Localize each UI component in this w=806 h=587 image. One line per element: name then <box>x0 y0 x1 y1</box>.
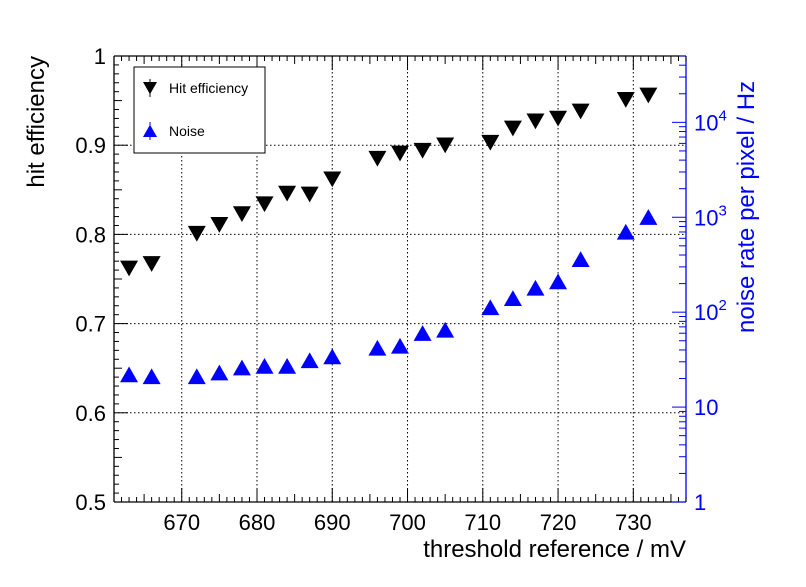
noise-point <box>503 290 522 306</box>
y-tick-label: 0.7 <box>75 312 106 337</box>
noise-point <box>323 348 342 365</box>
efficiency-point <box>210 216 229 233</box>
x-tick-label: 670 <box>163 510 200 535</box>
efficiency-point <box>503 120 522 137</box>
efficiency-point <box>413 142 432 159</box>
marks-layer <box>120 87 658 385</box>
noise-point <box>187 368 206 385</box>
noise-point <box>481 299 500 316</box>
noise-point <box>210 364 229 381</box>
legend-label: Hit efficiency <box>169 80 248 96</box>
y-tick-label: 0.9 <box>75 133 106 158</box>
efficiency-point <box>391 145 409 162</box>
noise-point <box>142 368 161 385</box>
right-y-tick-label: 104 <box>694 107 727 135</box>
noise-point <box>571 251 590 268</box>
efficiency-point <box>142 256 161 272</box>
efficiency-point <box>639 87 658 104</box>
efficiency-point <box>255 196 274 213</box>
noise-point <box>639 209 658 225</box>
y-tick-label: 0.5 <box>75 490 106 515</box>
noise-point <box>255 358 274 374</box>
noise-point <box>526 279 545 296</box>
y-tick-label: 0.6 <box>75 401 106 426</box>
right-y-tick-label: 103 <box>694 202 727 230</box>
noise-point <box>120 366 139 383</box>
x-tick-label: 680 <box>239 510 276 535</box>
legend-label: Noise <box>169 123 205 139</box>
efficiency-point <box>187 225 206 242</box>
efficiency-point <box>323 171 342 188</box>
x-tick-label: 690 <box>314 510 351 535</box>
noise-point <box>436 321 455 338</box>
efficiency-point <box>549 110 568 127</box>
legend-box <box>133 66 266 154</box>
noise-point <box>278 358 297 374</box>
noise-point <box>413 325 432 341</box>
efficiency-point <box>368 150 387 167</box>
y-tick-label: 1 <box>94 44 106 69</box>
x-tick-label: 730 <box>615 510 652 535</box>
y-tick-label: 0.8 <box>75 222 106 247</box>
noise-point <box>549 273 568 290</box>
x-axis-title: threshold reference / mV <box>423 536 686 563</box>
x-tick-label: 710 <box>464 510 501 535</box>
right-y-tick-label: 1 <box>694 490 706 515</box>
efficiency-point <box>120 260 139 277</box>
y-axis-title: hit efficiency <box>23 56 50 188</box>
noise-point <box>368 339 387 356</box>
ticks-layer: 670 680 690 700 710 720 730 0.5 0.6 0.7 0.8 0.9 1 1 10… <box>75 44 726 535</box>
efficiency-point <box>616 92 635 108</box>
legend: Hit efficiency Noise <box>133 66 266 154</box>
x-tick-label: 720 <box>540 510 577 535</box>
right-y-tick-label: 10 <box>694 395 718 420</box>
noise-point <box>391 337 409 354</box>
noise-point <box>300 352 319 369</box>
right-y-axis-title: noise rate per pixel / Hz <box>733 81 760 333</box>
efficiency-point <box>232 206 251 222</box>
noise-point <box>616 223 635 240</box>
efficiency-point <box>278 185 297 202</box>
legend-noise-marker <box>143 124 157 137</box>
legend-efficiency-marker <box>143 82 157 95</box>
efficiency-point <box>526 113 545 130</box>
efficiency-point <box>300 186 319 203</box>
noise-point <box>232 359 251 376</box>
x-tick-label: 700 <box>389 510 426 535</box>
efficiency-point <box>436 137 455 154</box>
efficiency-point <box>481 134 500 151</box>
right-y-tick-label: 102 <box>694 297 727 325</box>
efficiency-point <box>571 103 590 120</box>
